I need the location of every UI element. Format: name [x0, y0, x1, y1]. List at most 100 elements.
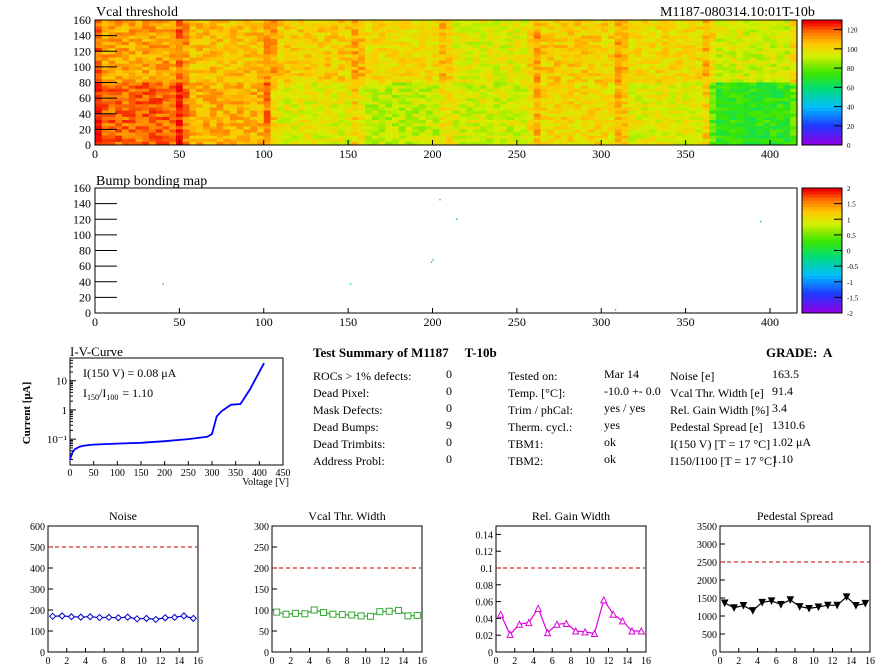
heatmap-cell — [385, 82, 393, 87]
heatmap-cell — [628, 82, 636, 87]
heatmap-cell — [209, 54, 217, 58]
heatmap-cell — [743, 76, 751, 80]
heatmap-cell — [304, 20, 312, 24]
chart-title: Pedestal Spread — [757, 509, 833, 523]
heatmap-cell — [398, 98, 406, 102]
heatmap-cell — [770, 95, 778, 99]
heatmap-cell — [486, 45, 494, 49]
data-point — [730, 604, 738, 612]
heatmap-cell — [371, 101, 379, 105]
heatmap-cell — [506, 95, 514, 99]
heatmap-cell — [662, 45, 670, 49]
heatmap-cell — [770, 104, 778, 108]
x-tick-label: 16 — [865, 656, 875, 667]
heatmap-cell — [169, 101, 177, 105]
heatmap-cell — [378, 57, 386, 62]
heatmap-cell — [513, 91, 521, 96]
heatmap-cell — [587, 132, 595, 137]
heatmap-cell — [122, 123, 130, 127]
heatmap-cell — [675, 73, 683, 77]
heatmap-cell — [763, 123, 771, 127]
heatmap-cell — [628, 45, 636, 49]
color-scale-band — [802, 247, 842, 251]
heatmap-cell — [641, 123, 649, 127]
heatmap-cell — [466, 141, 474, 146]
heatmap-cell — [662, 95, 670, 99]
heatmap-cell — [560, 98, 568, 102]
heatmap-cell — [243, 82, 251, 87]
heatmap-cell — [574, 76, 582, 80]
heatmap-cell — [182, 138, 190, 143]
heatmap-cell — [182, 57, 190, 62]
heatmap-cell — [689, 113, 697, 118]
heatmap-cell — [452, 91, 460, 96]
heatmap-cell — [655, 48, 663, 52]
heatmap-cell — [236, 73, 244, 77]
heatmap-cell — [270, 32, 278, 37]
heatmap-cell — [608, 135, 616, 140]
heatmap-cell — [250, 98, 258, 102]
heatmap-cell — [142, 57, 150, 62]
heatmap-cell — [351, 95, 359, 99]
heatmap-cell — [277, 138, 285, 143]
heatmap-cell — [365, 120, 373, 124]
heatmap-cell — [142, 63, 150, 68]
heatmap-cell — [385, 126, 393, 130]
heatmap-cell — [749, 135, 757, 140]
heatmap-cell — [689, 101, 697, 105]
heatmap-cell — [155, 82, 163, 87]
heatmap-cell — [324, 35, 332, 40]
heatmap-cell — [162, 26, 170, 30]
heatmap-cell — [749, 45, 757, 49]
heatmap-cell — [614, 91, 622, 96]
heatmap-cell — [176, 20, 184, 24]
heatmap-cell — [493, 138, 501, 143]
heatmap-cell — [425, 98, 433, 102]
heatmap-cell — [641, 104, 649, 108]
heatmap-cell — [405, 54, 413, 58]
heatmap-cell — [189, 60, 197, 65]
heatmap-cell — [250, 120, 258, 124]
heatmap-cell — [412, 38, 420, 43]
heatmap-cell — [574, 123, 582, 127]
heatmap-cell — [216, 107, 224, 112]
heatmap-cell — [122, 85, 130, 90]
heatmap-cell — [230, 116, 238, 121]
heatmap-cell — [587, 126, 595, 130]
heatmap-cell — [736, 41, 744, 46]
heatmap-cell — [385, 73, 393, 77]
heatmap-cell — [419, 20, 427, 24]
heatmap-cell — [135, 63, 143, 68]
heatmap-cell — [547, 35, 555, 40]
heatmap-cell — [466, 120, 474, 124]
heatmap-cell — [581, 73, 589, 77]
heatmap-cell — [533, 104, 541, 108]
heatmap-cell — [196, 32, 204, 37]
heatmap-cell — [304, 120, 312, 124]
param-row: I150/I100 [T = 17 °C] 1.10 — [670, 452, 890, 469]
heatmap-cell — [243, 132, 251, 137]
heatmap-cell — [196, 29, 204, 33]
heatmap-cell — [452, 54, 460, 58]
heatmap-cell — [412, 113, 420, 118]
heatmap-cell — [216, 66, 224, 71]
heatmap-cell — [142, 41, 150, 46]
heatmap-cell — [743, 20, 751, 24]
heatmap-cell — [567, 73, 575, 77]
heatmap-cell — [709, 113, 717, 118]
heatmap-cell — [196, 73, 204, 77]
heatmap-cell — [506, 116, 514, 121]
heatmap-cell — [378, 45, 386, 49]
heatmap-cell — [500, 26, 508, 30]
heatmap-cell — [101, 91, 109, 96]
heatmap-cell — [405, 101, 413, 105]
heatmap-cell — [682, 107, 690, 112]
y-tick-label: 0 — [712, 648, 717, 659]
heatmap-cell — [284, 129, 292, 133]
heatmap-cell — [668, 98, 676, 102]
heatmap-cell — [527, 101, 535, 105]
heatmap-cell — [601, 110, 609, 115]
heatmap-cell — [790, 141, 798, 146]
heatmap-cell — [108, 23, 116, 27]
heatmap-cell — [459, 98, 467, 102]
